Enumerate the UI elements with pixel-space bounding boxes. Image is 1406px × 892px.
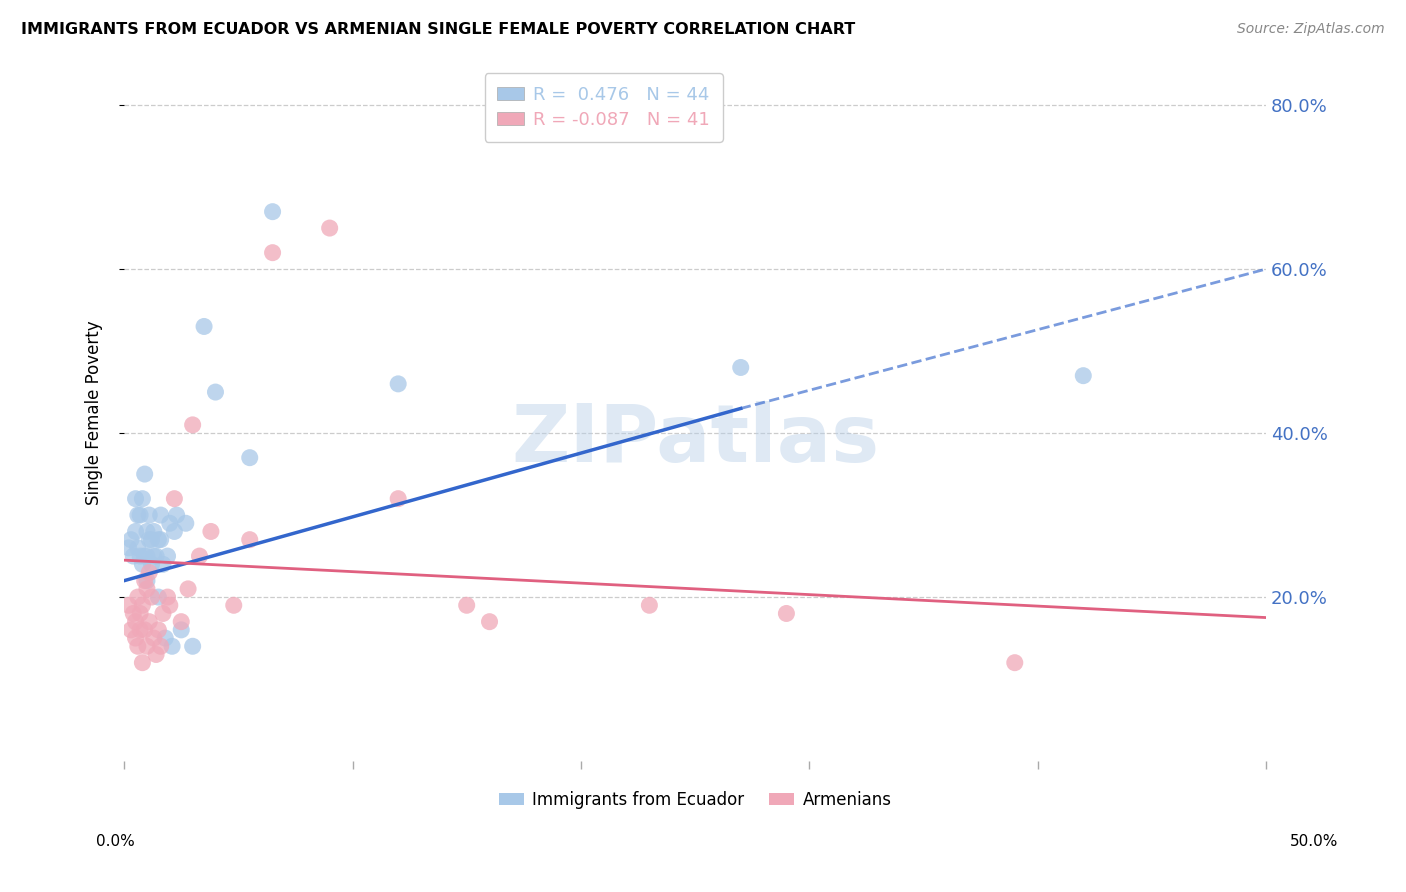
Point [148,623,170,637]
Point [181,640,204,654]
Point [131,656,153,670]
Point [152,607,174,621]
Point [122,607,145,621]
Point [129,549,152,563]
Point [456,599,478,613]
Point [124,491,146,506]
Point [145,648,167,662]
Point [134,467,156,481]
Point [131,491,153,506]
Point [138,508,160,522]
Point [118,599,141,613]
Point [160,640,183,654]
Point [138,615,160,629]
Point [149,508,172,522]
Point [136,640,159,654]
Point [200,524,222,539]
Point [239,533,262,547]
Point [134,574,156,588]
Point [149,640,172,654]
Point [127,640,149,654]
Point [222,599,245,613]
Text: Source: ZipAtlas.com: Source: ZipAtlas.com [1237,22,1385,37]
Point [142,524,165,539]
Point [136,549,159,563]
Point [193,319,215,334]
Text: 0.0%: 0.0% [96,834,135,849]
Text: ZIPatlas: ZIPatlas [510,401,879,479]
Point [156,549,179,563]
Point [181,417,204,432]
Text: IMMIGRANTS FROM ECUADOR VS ARMENIAN SINGLE FEMALE POVERTY CORRELATION CHART: IMMIGRANTS FROM ECUADOR VS ARMENIAN SING… [21,22,855,37]
Point [129,607,152,621]
Point [142,631,165,645]
Point [124,615,146,629]
Legend: Immigrants from Ecuador, Armenians: Immigrants from Ecuador, Armenians [492,784,898,815]
Point [239,450,262,465]
Point [170,623,193,637]
Point [177,582,200,596]
Point [127,541,149,555]
Point [142,549,165,563]
Text: 50.0%: 50.0% [1291,834,1339,849]
Point [152,558,174,572]
Point [478,615,501,629]
Point [166,508,188,522]
Point [262,204,284,219]
Point [136,582,159,596]
Point [775,607,797,621]
Point [138,566,160,580]
Point [1004,656,1026,670]
Point [730,360,752,375]
Point [318,221,340,235]
Point [134,623,156,637]
Point [138,533,160,547]
Point [141,590,163,604]
Point [127,590,149,604]
Point [141,558,163,572]
Point [387,376,409,391]
Point [156,590,179,604]
Point [129,623,152,637]
Point [159,599,181,613]
Point [262,245,284,260]
Point [163,491,186,506]
Point [155,631,177,645]
Point [174,516,197,531]
Point [387,491,409,506]
Point [131,599,153,613]
Point [131,558,153,572]
Point [134,549,156,563]
Point [148,590,170,604]
Y-axis label: Single Female Poverty: Single Female Poverty [86,320,103,505]
Point [120,533,142,547]
Point [163,524,186,539]
Point [638,599,661,613]
Point [127,508,149,522]
Point [145,549,167,563]
Point [1071,368,1094,383]
Point [118,541,141,555]
Point [204,385,226,400]
Point [120,623,142,637]
Point [159,516,181,531]
Point [124,631,146,645]
Point [148,533,170,547]
Point [188,549,211,563]
Point [124,524,146,539]
Point [136,524,159,539]
Point [149,533,172,547]
Point [122,549,145,563]
Point [129,508,152,522]
Point [141,533,163,547]
Point [170,615,193,629]
Point [136,574,159,588]
